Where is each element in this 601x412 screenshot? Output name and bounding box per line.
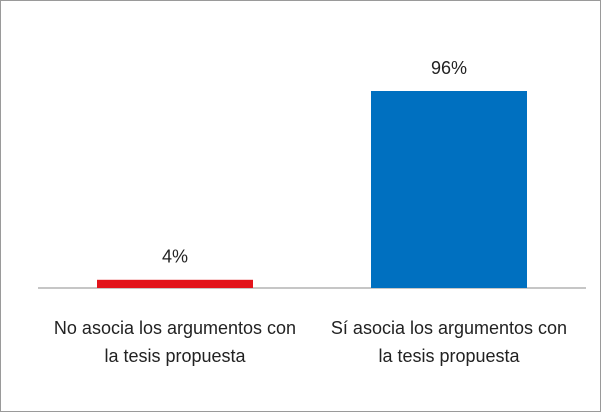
x-tick-label: Sí asocia los argumentos con la tesis pr… [330,318,568,366]
value-label: 96% [431,58,467,78]
bar [97,279,253,288]
x-tick-label: No asocia los argumentos con la tesis pr… [53,318,297,366]
value-label: 4% [162,247,188,267]
bar [371,91,527,288]
